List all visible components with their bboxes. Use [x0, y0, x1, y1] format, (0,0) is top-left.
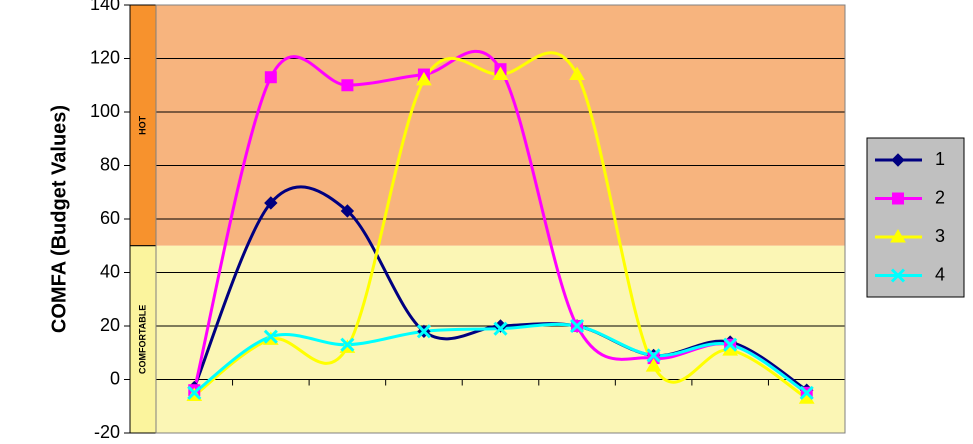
series-3-point-7	[645, 358, 662, 372]
band-area-2	[156, 245, 845, 433]
series-4-point-5	[493, 321, 508, 336]
y-tick-label-7: 100	[90, 101, 120, 121]
series-4-point-2	[263, 329, 278, 344]
y-tick-label-6: 80	[100, 154, 120, 174]
labels: HOT COMFORTABLE -20 0 20 40 60 80 100 120 140 COMFA…	[48, 0, 147, 442]
series-markers	[186, 63, 815, 404]
legend-label-3: 3	[935, 226, 945, 246]
legend-box	[866, 137, 965, 298]
band-bar-1	[129, 4, 157, 247]
band-label-1: HOT	[137, 115, 147, 135]
series-1-point-2	[264, 196, 278, 210]
y-tick-label-2: 0	[110, 368, 120, 388]
series-1-point-3	[340, 204, 355, 218]
series-4-point-7	[646, 348, 661, 363]
y-tick-label-3: 20	[100, 315, 120, 335]
series-2-point-3	[341, 79, 354, 92]
legend-label-4: 4	[935, 264, 945, 284]
legend-label-2: 2	[935, 187, 945, 207]
series-4-point-5-stroke-b	[493, 321, 508, 336]
series-4-point-8-stroke-b	[723, 337, 738, 352]
series-3-point-6	[569, 66, 585, 81]
series-4-point-4	[416, 324, 432, 339]
legend-label-1: 1	[935, 149, 945, 169]
axes	[124, 4, 846, 434]
plot-border	[155, 4, 846, 434]
legend-marker-3	[890, 229, 906, 243]
series-4-point-7-stroke-b	[646, 348, 661, 363]
legend-marker-4-stroke-b	[890, 268, 906, 283]
y-tick-label-1: -20	[94, 422, 120, 442]
series-3-point-4	[416, 71, 432, 86]
legend: 1 2 3 4	[866, 137, 965, 298]
series-4-point-3	[340, 337, 355, 352]
legend-marker-1	[891, 153, 905, 167]
legend-marker-2	[892, 192, 904, 205]
series-4-point-3-stroke-b	[340, 337, 355, 352]
series-4-point-9	[799, 385, 814, 400]
series-4-point-4-stroke-b	[416, 324, 432, 339]
y-tick-label-9: 140	[90, 0, 120, 14]
band-area-1	[156, 5, 845, 246]
series-4-point-6-stroke-b	[569, 318, 585, 334]
series-2-point-2	[264, 71, 277, 84]
series-4-point-1-stroke-b	[187, 385, 202, 400]
y-axis-title: COMFA (Budget Values)	[48, 105, 70, 333]
y-tick-label-8: 120	[90, 47, 120, 67]
y-tick-label-4: 40	[100, 261, 120, 281]
series-4-point-9-stroke-b	[799, 385, 814, 400]
series-4-point-8	[723, 337, 738, 352]
series-4-point-6	[569, 318, 585, 334]
series-4-point-2-stroke-b	[263, 329, 278, 344]
y-tick-label-5: 60	[100, 208, 120, 228]
series-4-point-1	[187, 385, 202, 400]
legend-marker-4	[890, 268, 906, 283]
band-label-2: COMFORTABLE	[137, 305, 147, 374]
series-3-point-5	[492, 66, 509, 81]
